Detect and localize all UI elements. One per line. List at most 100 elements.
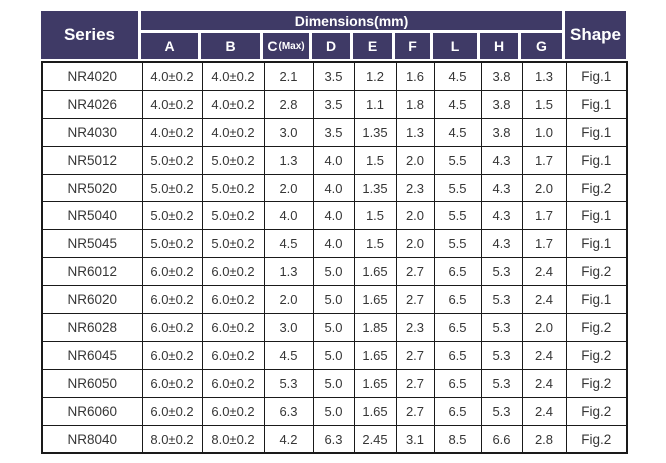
dim-f-cell: 2.7 — [395, 340, 435, 370]
dim-b-cell: 6.0±0.2 — [201, 313, 265, 342]
dim-l-cell: 6.5 — [433, 257, 482, 287]
dim-g-cell: 1.3 — [521, 61, 567, 91]
dim-h-cell: 3.8 — [480, 117, 523, 147]
shape-cell: Fig.2 — [565, 313, 628, 342]
dim-d-cell: 5.0 — [312, 285, 355, 315]
dim-e-cell: 1.1 — [353, 89, 397, 119]
dim-a-cell: 6.0±0.2 — [141, 285, 203, 315]
dim-d-cell: 4.0 — [312, 173, 355, 203]
dim-l-cell: 5.5 — [433, 145, 482, 175]
dim-d-cell: 5.0 — [312, 340, 355, 370]
dim-g-cell: 2.4 — [521, 396, 567, 426]
dim-c-cell: 1.3 — [263, 257, 314, 287]
dim-b-cell: 6.0±0.2 — [201, 368, 265, 398]
dim-f-cell: 2.3 — [395, 173, 435, 203]
dimensions-table: Series Dimensions(mm) Shape A B C (Max) … — [41, 11, 628, 455]
shape-cell: Fig.2 — [565, 173, 628, 203]
table-row: NR5040 5.0±0.2 5.0±0.2 4.0 4.0 1.5 2.0 5… — [41, 201, 628, 231]
dim-g-cell: 2.4 — [521, 368, 567, 398]
dim-l-cell: 5.5 — [433, 201, 482, 231]
dim-e-cell: 1.65 — [353, 285, 397, 315]
shape-cell: Fig.2 — [565, 396, 628, 426]
dim-b-cell: 5.0±0.2 — [201, 173, 265, 203]
dim-h-cell: 4.3 — [480, 201, 523, 231]
shape-cell: Fig.1 — [565, 229, 628, 259]
shape-header: Shape — [565, 11, 626, 59]
col-header-g: G — [521, 33, 565, 59]
dim-l-cell: 6.5 — [433, 313, 482, 342]
dim-b-cell: 4.0±0.2 — [201, 89, 265, 119]
dim-a-cell: 5.0±0.2 — [141, 229, 203, 259]
dim-e-cell: 1.65 — [353, 257, 397, 287]
dim-a-cell: 5.0±0.2 — [141, 145, 203, 175]
dim-e-cell: 1.35 — [353, 173, 397, 203]
dim-e-cell: 1.5 — [353, 229, 397, 259]
dim-c-cell: 6.3 — [263, 396, 314, 426]
dim-a-cell: 6.0±0.2 — [141, 396, 203, 426]
table-row: NR4020 4.0±0.2 4.0±0.2 2.1 3.5 1.2 1.6 4… — [41, 61, 628, 91]
dim-g-cell: 2.0 — [521, 313, 567, 342]
dim-g-cell: 2.0 — [521, 173, 567, 203]
dim-a-cell: 4.0±0.2 — [141, 61, 203, 91]
table-row: NR4026 4.0±0.2 4.0±0.2 2.8 3.5 1.1 1.8 4… — [41, 89, 628, 119]
dim-h-cell: 3.8 — [480, 61, 523, 91]
dim-d-cell: 5.0 — [312, 313, 355, 342]
table-row: NR4030 4.0±0.2 4.0±0.2 3.0 3.5 1.35 1.3 … — [41, 117, 628, 147]
dim-l-cell: 6.5 — [433, 396, 482, 426]
dim-d-cell: 5.0 — [312, 368, 355, 398]
dim-b-cell: 6.0±0.2 — [201, 340, 265, 370]
dim-h-cell: 5.3 — [480, 257, 523, 287]
dim-b-cell: 6.0±0.2 — [201, 396, 265, 426]
dim-c-cell: 4.0 — [263, 201, 314, 231]
dim-b-cell: 5.0±0.2 — [201, 145, 265, 175]
shape-cell: Fig.1 — [565, 145, 628, 175]
dim-l-cell: 6.5 — [433, 368, 482, 398]
dim-f-cell: 1.6 — [395, 61, 435, 91]
dim-f-cell: 2.0 — [395, 229, 435, 259]
col-header-h: H — [480, 33, 521, 59]
dim-h-cell: 4.3 — [480, 173, 523, 203]
dim-h-cell: 5.3 — [480, 313, 523, 342]
shape-cell: Fig.1 — [565, 117, 628, 147]
dim-d-cell: 3.5 — [312, 89, 355, 119]
dim-f-cell: 2.0 — [395, 145, 435, 175]
dim-e-cell: 1.65 — [353, 368, 397, 398]
series-cell: NR6045 — [41, 340, 143, 370]
col-header-d: D — [312, 33, 353, 59]
series-header: Series — [41, 11, 141, 59]
dim-g-cell: 1.7 — [521, 229, 567, 259]
series-cell: NR4020 — [41, 61, 143, 91]
dim-e-cell: 2.45 — [353, 424, 397, 454]
series-cell: NR5020 — [41, 173, 143, 203]
dim-l-cell: 5.5 — [433, 173, 482, 203]
dimensions-header: Dimensions(mm) — [141, 11, 565, 33]
dim-h-cell: 3.8 — [480, 89, 523, 119]
dim-e-cell: 1.35 — [353, 117, 397, 147]
dim-a-cell: 8.0±0.2 — [141, 424, 203, 454]
dim-c-cell: 3.0 — [263, 117, 314, 147]
table-body: NR4020 4.0±0.2 4.0±0.2 2.1 3.5 1.2 1.6 4… — [41, 61, 628, 455]
col-header-c: C (Max) — [263, 33, 312, 59]
dim-c-cell: 4.5 — [263, 340, 314, 370]
shape-cell: Fig.2 — [565, 340, 628, 370]
dim-e-cell: 1.2 — [353, 61, 397, 91]
dim-d-cell: 5.0 — [312, 396, 355, 426]
series-cell: NR5012 — [41, 145, 143, 175]
dim-h-cell: 5.3 — [480, 396, 523, 426]
table-row: NR5045 5.0±0.2 5.0±0.2 4.5 4.0 1.5 2.0 5… — [41, 229, 628, 259]
table-row: NR6028 6.0±0.2 6.0±0.2 3.0 5.0 1.85 2.3 … — [41, 313, 628, 342]
table-row: NR5020 5.0±0.2 5.0±0.2 2.0 4.0 1.35 2.3 … — [41, 173, 628, 203]
dim-f-cell: 2.7 — [395, 396, 435, 426]
series-cell: NR6060 — [41, 396, 143, 426]
table-row: NR6020 6.0±0.2 6.0±0.2 2.0 5.0 1.65 2.7 … — [41, 285, 628, 315]
table-row: NR6060 6.0±0.2 6.0±0.2 6.3 5.0 1.65 2.7 … — [41, 396, 628, 426]
series-cell: NR5040 — [41, 201, 143, 231]
series-cell: NR4026 — [41, 89, 143, 119]
col-header-l: L — [433, 33, 480, 59]
dim-b-cell: 5.0±0.2 — [201, 201, 265, 231]
dim-l-cell: 4.5 — [433, 117, 482, 147]
dim-f-cell: 1.8 — [395, 89, 435, 119]
dim-d-cell: 4.0 — [312, 145, 355, 175]
dim-c-cell: 2.0 — [263, 173, 314, 203]
